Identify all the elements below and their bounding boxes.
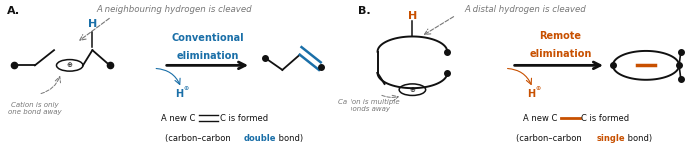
Text: ⊕: ⊕: [536, 86, 540, 91]
Text: elimination: elimination: [529, 49, 592, 59]
Text: H: H: [527, 89, 535, 99]
Text: H: H: [176, 89, 183, 99]
Text: A distal hydrogen is cleaved: A distal hydrogen is cleaved: [465, 5, 587, 14]
Text: A neighbouring hydrogen is cleaved: A neighbouring hydrogen is cleaved: [97, 5, 252, 14]
Text: B.: B.: [358, 6, 371, 16]
Text: single: single: [597, 134, 625, 143]
Text: Cation is multiple
bonds away: Cation is multiple bonds away: [338, 99, 400, 112]
Text: C is formed: C is formed: [220, 114, 267, 123]
Text: (carbon–carbon: (carbon–carbon: [516, 134, 584, 143]
Text: bond): bond): [276, 134, 303, 143]
Text: A new C: A new C: [523, 114, 557, 123]
Text: Remote: Remote: [540, 31, 582, 41]
Text: Cation is only
one bond away: Cation is only one bond away: [8, 102, 62, 115]
Text: ⊕: ⊕: [410, 87, 415, 93]
Text: A.: A.: [7, 6, 20, 16]
Text: H: H: [88, 19, 97, 29]
Text: ⊕: ⊕: [66, 62, 73, 68]
Text: A new C: A new C: [161, 114, 195, 123]
Text: H: H: [408, 11, 417, 21]
Text: C is formed: C is formed: [582, 114, 629, 123]
Text: ⊕: ⊕: [184, 86, 189, 91]
Text: elimination: elimination: [176, 51, 239, 61]
Text: (carbon–carbon: (carbon–carbon: [164, 134, 233, 143]
Text: double: double: [244, 134, 276, 143]
Text: bond): bond): [625, 134, 652, 143]
Text: Conventional: Conventional: [171, 33, 244, 43]
